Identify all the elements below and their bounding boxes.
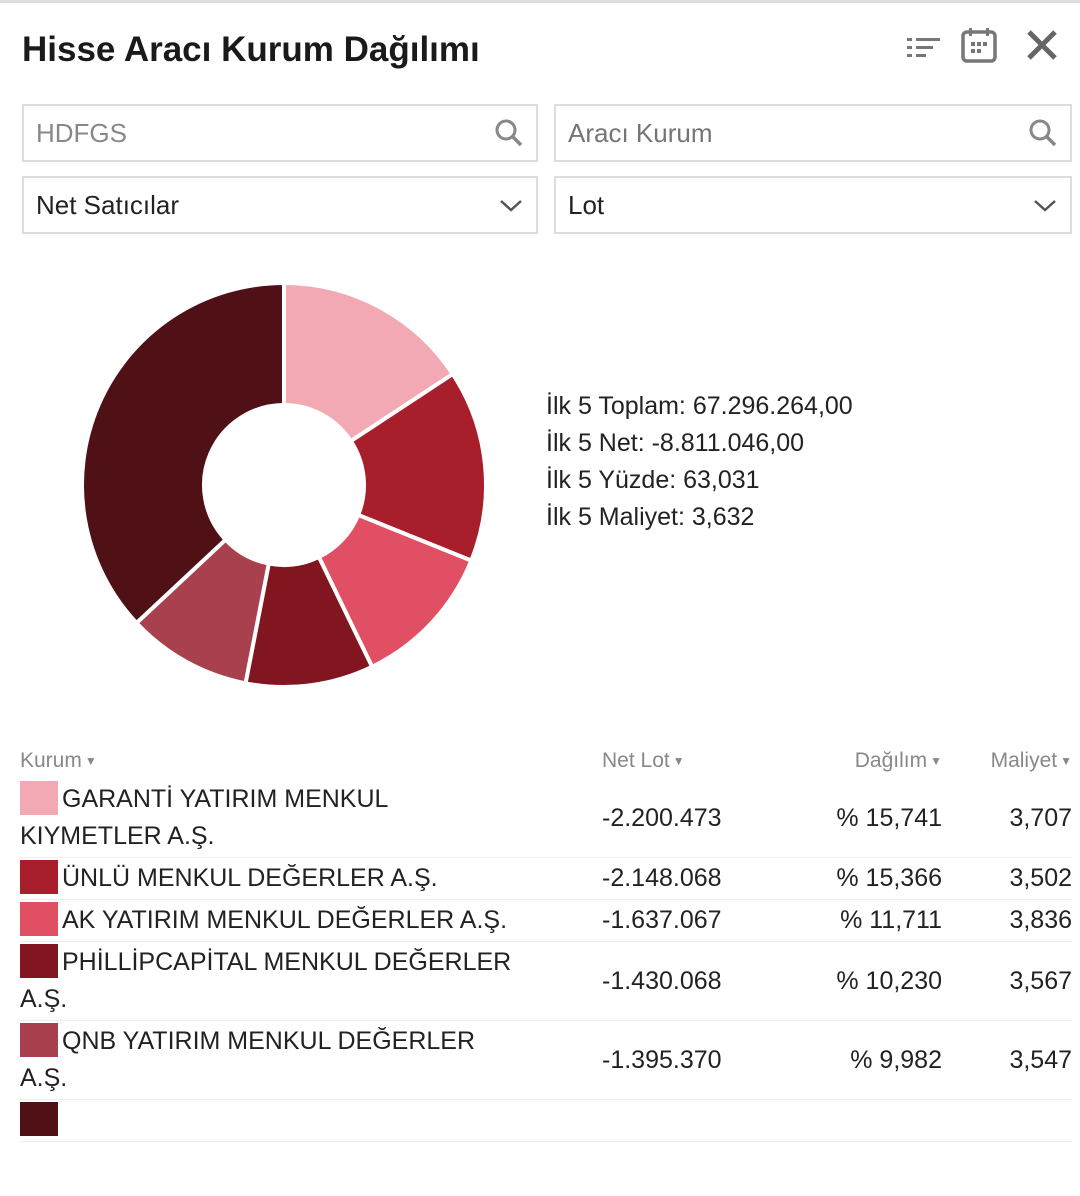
dagilim-cell: % 15,741 <box>730 779 942 858</box>
broker-name-cell: AK YATIRIM MENKUL DEĞERLER A.Ş. <box>20 899 580 942</box>
column-header-maliyet[interactable]: Maliyet ▼ <box>990 749 1072 772</box>
donut-slice[interactable] <box>316 512 474 669</box>
summary-total: İlk 5 Toplam: 67.296.264,00 <box>546 392 853 420</box>
broker-name-cell <box>20 1099 580 1142</box>
column-header-net-lot[interactable]: Net Lot ▼ <box>602 749 685 772</box>
donut-slice[interactable] <box>348 372 488 563</box>
broker-name-cell: PHİLLİPCAPİTAL MENKUL DEĞERLER A.Ş. <box>20 941 580 1021</box>
unit-select-value: Lot <box>568 189 605 220</box>
maliyet-cell: 3,502 <box>942 857 1072 900</box>
chevron-down-icon <box>1034 200 1056 212</box>
broker-name-cell: QNB YATIRIM MENKUL DEĞERLER A.Ş. <box>20 1020 580 1100</box>
summary-net: İlk 5 Net: -8.811.046,00 <box>546 429 805 457</box>
broker-name: ÜNLÜ MENKUL DEĞERLER A.Ş. <box>62 864 438 892</box>
column-header-kurum[interactable]: Kurum ▼ <box>20 749 97 772</box>
maliyet-cell: 3,836 <box>942 899 1072 942</box>
summary-cost: İlk 5 Maliyet: 3,632 <box>546 503 755 531</box>
maliyet-cell: 3,547 <box>942 1020 1072 1100</box>
table-row[interactable]: PHİLLİPCAPİTAL MENKUL DEĞERLER A.Ş. -1.4… <box>20 941 1072 1021</box>
search-icon[interactable] <box>494 118 524 148</box>
sort-list-icon[interactable] <box>903 26 947 66</box>
donut-chart <box>80 281 488 689</box>
broker-name-cell: ÜNLÜ MENKUL DEĞERLER A.Ş. <box>20 857 580 900</box>
color-swatch <box>20 902 58 936</box>
broker-name: AK YATIRIM MENKUL DEĞERLER A.Ş. <box>62 906 508 934</box>
broker-search-field[interactable] <box>554 104 1072 162</box>
summary-panel: İlk 5 Toplam: 67.296.264,00 İlk 5 Net: -… <box>546 388 853 536</box>
unit-select[interactable]: Lot <box>554 176 1072 234</box>
broker-name: GARANTİ YATIRIM MENKUL KIYMETLER A.Ş. <box>20 785 388 850</box>
color-swatch <box>20 860 58 894</box>
dagilim-cell: % 11,711 <box>730 899 942 942</box>
table-row[interactable]: QNB YATIRIM MENKUL DEĞERLER A.Ş. -1.395.… <box>20 1020 1072 1100</box>
color-swatch <box>20 781 58 815</box>
stock-search-input[interactable] <box>36 117 494 149</box>
search-icon[interactable] <box>1028 118 1058 148</box>
stock-search-field[interactable] <box>22 104 538 162</box>
top-border <box>0 0 1080 3</box>
calendar-icon[interactable] <box>958 26 1002 66</box>
summary-percent: İlk 5 Yüzde: 63,031 <box>546 466 760 494</box>
maliyet-cell: 3,707 <box>942 779 1072 858</box>
dagilim-cell: % 15,366 <box>730 857 942 900</box>
color-swatch <box>20 1023 58 1057</box>
column-header-dagilim[interactable]: Dağılım ▼ <box>854 749 942 772</box>
net-lot-cell: -1.395.370 <box>580 1020 730 1100</box>
table-row[interactable]: AK YATIRIM MENKUL DEĞERLER A.Ş. -1.637.0… <box>20 899 1072 942</box>
broker-table: Kurum ▼ Net Lot ▼ Dağılım ▼ Maliyet ▼ GARANT… <box>20 745 1072 1142</box>
chevron-down-icon <box>500 200 522 212</box>
net-lot-cell: -2.148.068 <box>580 857 730 900</box>
net-lot-cell: -1.637.067 <box>580 899 730 942</box>
table-row[interactable] <box>20 1099 1072 1142</box>
side-select[interactable]: Net Satıcılar <box>22 176 538 234</box>
net-lot-cell: -1.430.068 <box>580 941 730 1021</box>
broker-name: QNB YATIRIM MENKUL DEĞERLER A.Ş. <box>20 1027 476 1092</box>
dagilim-cell: % 9,982 <box>730 1020 942 1100</box>
net-lot-cell: -2.200.473 <box>580 779 730 858</box>
close-icon[interactable] <box>1021 26 1065 66</box>
broker-search-input[interactable] <box>568 117 1028 149</box>
maliyet-cell: 3,567 <box>942 941 1072 1021</box>
broker-name-cell: GARANTİ YATIRIM MENKUL KIYMETLER A.Ş. <box>20 779 580 858</box>
page-title: Hisse Aracı Kurum Dağılımı <box>22 30 480 69</box>
color-swatch <box>20 944 58 978</box>
table-row[interactable]: GARANTİ YATIRIM MENKUL KIYMETLER A.Ş. -2… <box>20 779 1072 858</box>
table-row[interactable]: ÜNLÜ MENKUL DEĞERLER A.Ş. -2.148.068 % 1… <box>20 857 1072 900</box>
side-select-value: Net Satıcılar <box>36 189 180 220</box>
broker-name: PHİLLİPCAPİTAL MENKUL DEĞERLER A.Ş. <box>20 948 512 1013</box>
donut-slice[interactable] <box>80 281 286 625</box>
dagilim-cell: % 10,230 <box>730 941 942 1021</box>
color-swatch <box>20 1102 58 1136</box>
